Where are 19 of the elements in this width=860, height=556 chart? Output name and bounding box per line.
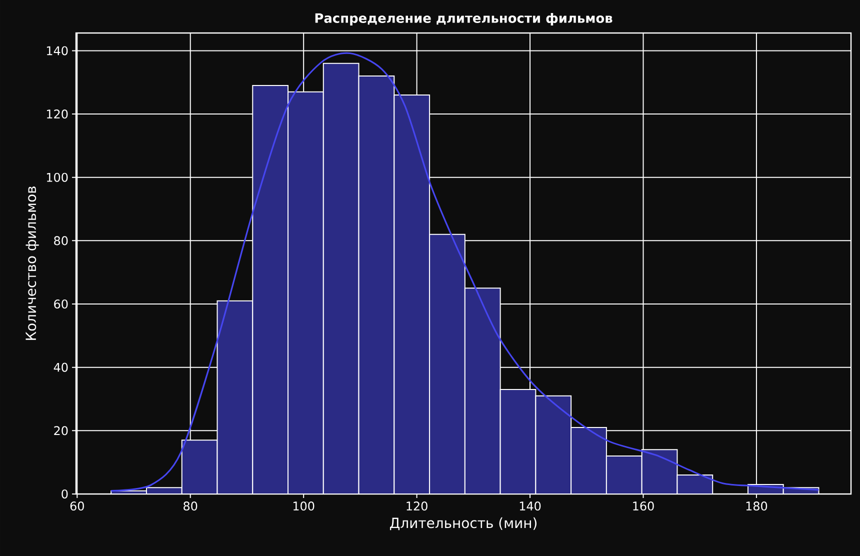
y-tick-label: 100 xyxy=(46,172,68,182)
chart-title: Распределение длительности фильмов xyxy=(315,12,612,26)
x-tick-label: 160 xyxy=(633,502,654,511)
x-tick-label: 120 xyxy=(406,502,428,511)
x-tick-label: 80 xyxy=(184,502,198,511)
x-tick-label: 60 xyxy=(70,502,84,511)
y-axis-title: Количество фильмов xyxy=(26,186,39,340)
y-tick-label: 120 xyxy=(46,110,68,119)
line-series xyxy=(110,52,820,492)
x-axis-title: Длительность (мин) xyxy=(390,517,537,530)
y-tick-label: 40 xyxy=(54,362,68,372)
x-tick-label: 180 xyxy=(746,502,768,511)
y-tick-label: 140 xyxy=(46,46,68,56)
y-tick-label: 0 xyxy=(62,489,68,499)
y-tick-label: 80 xyxy=(54,236,68,246)
y-tick-label: 20 xyxy=(54,426,68,436)
x-tick-label: 100 xyxy=(293,502,314,511)
x-tick-label: 140 xyxy=(520,502,541,511)
y-tick-label: 60 xyxy=(54,299,68,309)
